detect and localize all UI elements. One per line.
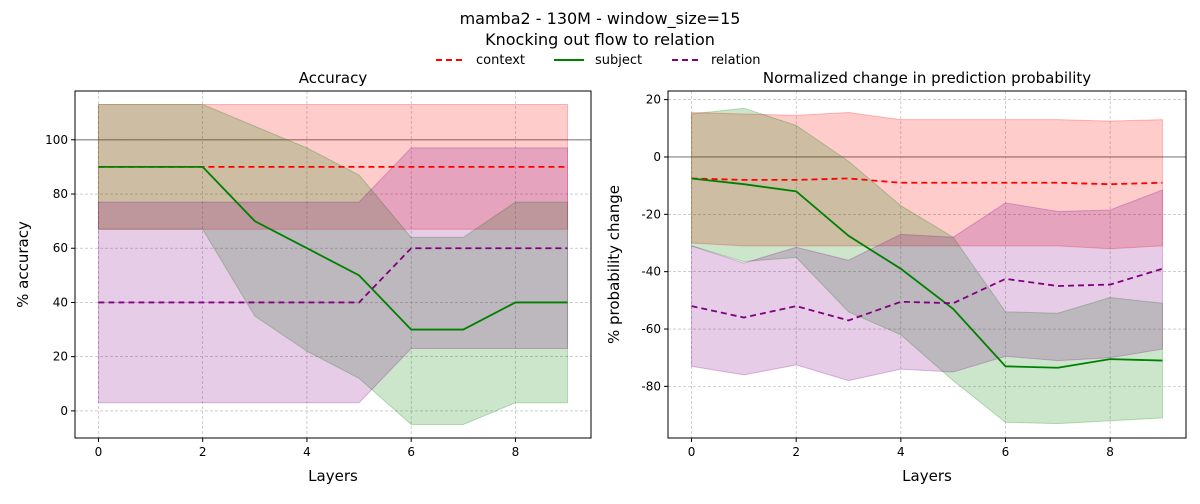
y-tick-label: 100 bbox=[45, 133, 68, 147]
band-subject bbox=[691, 107, 1163, 425]
y-tick-label: 60 bbox=[53, 241, 68, 255]
legend-label-subject: subject bbox=[595, 53, 642, 68]
x-tick-label: 2 bbox=[199, 445, 207, 459]
y-tick-label: 0 bbox=[653, 150, 661, 164]
figure-title: mamba2 - 130M - window_size=15 bbox=[460, 9, 741, 29]
y-tick-label: -60 bbox=[641, 322, 661, 336]
x-tick-label: 2 bbox=[792, 445, 800, 459]
probability-change-panel: 0 2 4 6 8 -80 -60 -40 -20 0 20 Normalized change in… bbox=[605, 69, 1187, 485]
x-tick-label: 4 bbox=[897, 445, 905, 459]
y-tick-label: -20 bbox=[641, 207, 661, 221]
legend-label-relation: relation bbox=[711, 53, 761, 68]
y-tick-label: -80 bbox=[641, 379, 661, 393]
legend: context subject relation bbox=[436, 53, 761, 68]
y-axis-label: % probability change bbox=[605, 185, 623, 344]
plot-frame bbox=[74, 90, 592, 439]
y-axis-label: % accuracy bbox=[14, 221, 32, 308]
series-line-relation bbox=[691, 267, 1163, 322]
panel-title: Accuracy bbox=[299, 69, 368, 87]
series-line-relation bbox=[98, 247, 568, 304]
y-tick-label: 80 bbox=[53, 187, 68, 201]
y-tick-label: 20 bbox=[53, 350, 68, 364]
band-relation bbox=[691, 189, 1163, 382]
x-axis-label: Layers bbox=[902, 467, 952, 485]
series-line-subject bbox=[98, 166, 568, 331]
x-tick-label: 0 bbox=[95, 445, 103, 459]
band-context bbox=[691, 111, 1163, 250]
x-tick-label: 8 bbox=[512, 445, 520, 459]
y-tick-label: -40 bbox=[641, 265, 661, 279]
x-tick-label: 8 bbox=[1106, 445, 1114, 459]
y-tick-label: 0 bbox=[60, 404, 68, 418]
x-tick-label: 4 bbox=[303, 445, 311, 459]
band-subject bbox=[97, 104, 569, 425]
legend-label-context: context bbox=[476, 53, 525, 68]
y-tick-label: 40 bbox=[53, 295, 68, 309]
y-tick-label: 20 bbox=[646, 93, 661, 107]
series-line-context bbox=[691, 177, 1163, 186]
panel-title: Normalized change in prediction probabil… bbox=[763, 69, 1091, 87]
x-tick-label: 6 bbox=[407, 445, 415, 459]
plot-frame bbox=[667, 90, 1187, 439]
x-tick-label: 0 bbox=[688, 445, 696, 459]
series-line-subject bbox=[691, 177, 1163, 369]
x-tick-label: 6 bbox=[1002, 445, 1010, 459]
x-axis-label: Layers bbox=[308, 467, 358, 485]
figure-subtitle: Knocking out flow to relation bbox=[485, 30, 715, 49]
band-relation bbox=[97, 147, 569, 404]
